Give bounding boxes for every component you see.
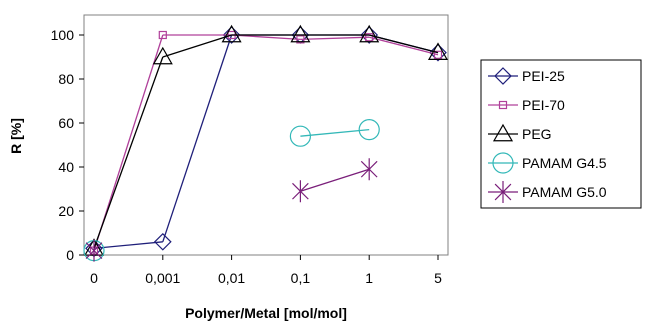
data-point-square (433, 50, 443, 59)
data-point-triangle (427, 42, 449, 60)
series-line-segment (369, 36, 439, 56)
y-tick-label: 40 (58, 159, 74, 175)
x-axis: 0 0,001 0,01 0,1 1 5 (90, 255, 442, 286)
data-point-star (85, 239, 103, 262)
data-point-diamond (429, 43, 447, 62)
x-tick-label: 5 (434, 270, 442, 286)
data-point-triangle (290, 24, 311, 43)
data-point-star (292, 180, 309, 203)
data-point-star (360, 158, 378, 181)
series-line-segment (300, 168, 370, 192)
legend-label: PAMAM G5.0 (522, 184, 607, 200)
series-pamam-g4-5 (83, 119, 380, 262)
data-point-triangle (359, 24, 380, 43)
y-axis-title: R [%] (8, 118, 24, 154)
series-pei-25 (85, 26, 447, 258)
series-line-segment (369, 34, 439, 54)
x-axis-title: Polymer/Metal [mol/mol] (185, 305, 347, 321)
series-pei-70 (89, 30, 443, 255)
y-tick-label: 80 (58, 71, 74, 87)
legend-label: PEG (522, 126, 552, 142)
y-axis: 0 20 40 60 80 100 (51, 27, 84, 263)
series-line-segment (162, 34, 233, 243)
y-tick-label: 100 (51, 27, 75, 43)
series-line-segment (93, 241, 163, 250)
legend-item: PAMAM G5.0 (488, 181, 607, 203)
series-line-segment (93, 56, 164, 249)
series-layer (83, 24, 449, 262)
data-point-square (296, 35, 305, 44)
plot-frame (83, 14, 449, 256)
data-point-star (494, 181, 512, 203)
x-tick-label: 0,001 (145, 270, 180, 286)
data-point-triangle (492, 123, 514, 142)
legend-label: PEI-25 (522, 68, 565, 84)
y-tick-label: 60 (58, 115, 74, 131)
series-line-segment (162, 34, 232, 58)
y-tick-label: 0 (66, 247, 74, 263)
legend-item: PEG (488, 123, 552, 142)
series-pamam-g5-0 (85, 158, 378, 262)
data-point-diamond (222, 26, 241, 44)
series-line-segment (300, 128, 370, 137)
legend-item: PEI-70 (488, 97, 565, 113)
data-point-diamond (494, 67, 512, 85)
data-point-triangle (221, 24, 242, 43)
data-point-square (158, 30, 167, 40)
x-tick-label: 0 (90, 270, 98, 286)
x-tick-label: 0,1 (291, 270, 311, 286)
data-point-circle (289, 125, 311, 147)
legend-item: PAMAM G4.5 (488, 152, 607, 174)
y-tick-label: 20 (58, 203, 74, 219)
legend-label: PAMAM G4.5 (522, 155, 607, 171)
data-point-diamond (360, 26, 379, 44)
data-point-circle (492, 152, 514, 174)
legend-items: PEI-25 PEI-70 PEG PAMAM G4.5 PAMAM G5.0 (488, 67, 607, 203)
data-point-square (498, 100, 508, 110)
series-line-segment (231, 34, 301, 41)
legend-label: PEI-70 (522, 97, 565, 113)
data-point-circle (358, 119, 380, 141)
data-point-triangle (152, 46, 173, 65)
series-peg (83, 24, 449, 256)
legend: PEI-25 PEI-70 PEG PAMAM G4.5 PAMAM G5.0 (480, 59, 642, 209)
data-point-square (365, 33, 374, 42)
data-point-diamond (153, 232, 172, 251)
series-line-segment (300, 36, 370, 41)
plot-area (83, 14, 449, 256)
legend-item: PEI-25 (488, 67, 565, 85)
x-tick-label: 0,01 (218, 270, 245, 286)
x-tick-label: 1 (365, 270, 373, 286)
